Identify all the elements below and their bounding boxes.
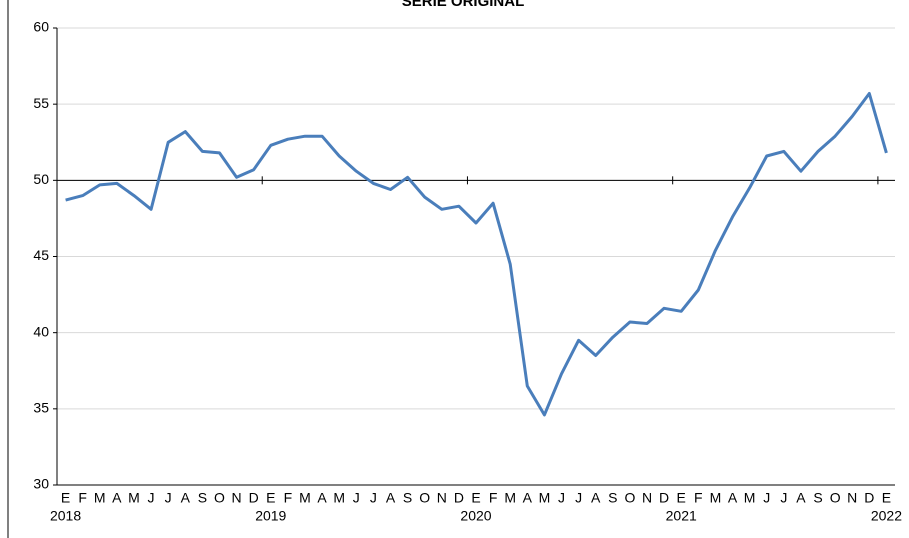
x-tick-label: O <box>214 490 225 506</box>
year-label: 2019 <box>255 508 286 524</box>
year-label: 2022 <box>871 508 902 524</box>
x-tick-label: A <box>523 490 533 506</box>
y-tick-label: 55 <box>33 95 49 111</box>
x-tick-label: F <box>694 490 703 506</box>
x-tick-label: A <box>591 490 601 506</box>
x-tick-label: A <box>386 490 396 506</box>
x-tick-label: S <box>813 490 822 506</box>
x-tick-label: J <box>370 490 377 506</box>
x-tick-label: M <box>744 490 756 506</box>
y-tick-label: 60 <box>33 19 49 35</box>
y-tick-label: 50 <box>33 171 49 187</box>
x-tick-label: S <box>608 490 617 506</box>
x-tick-label: D <box>659 490 669 506</box>
x-tick-label: F <box>489 490 498 506</box>
x-tick-label: N <box>232 490 242 506</box>
y-tick-label: 30 <box>33 476 49 492</box>
x-tick-label: O <box>830 490 841 506</box>
data-line <box>65 92 888 417</box>
x-tick-label: J <box>165 490 172 506</box>
x-tick-label: M <box>94 490 106 506</box>
x-tick-label: A <box>112 490 122 506</box>
x-tick-label: M <box>539 490 551 506</box>
x-tick-label: M <box>128 490 140 506</box>
x-tick-label: J <box>558 490 565 506</box>
x-tick-label: S <box>403 490 412 506</box>
x-tick-label: J <box>763 490 770 506</box>
x-tick-label: A <box>728 490 738 506</box>
y-tick-label: 35 <box>33 400 49 416</box>
x-tick-label: S <box>198 490 207 506</box>
x-tick-label: E <box>266 490 275 506</box>
x-tick-label: M <box>299 490 311 506</box>
x-tick-label: E <box>61 490 70 506</box>
x-tick-label: N <box>847 490 857 506</box>
x-tick-label: M <box>333 490 345 506</box>
x-tick-label: D <box>864 490 874 506</box>
x-tick-label: D <box>454 490 464 506</box>
x-tick-label: M <box>504 490 516 506</box>
x-tick-label: O <box>624 490 635 506</box>
x-tick-label: J <box>780 490 787 506</box>
x-tick-label: J <box>353 490 360 506</box>
x-tick-label: M <box>710 490 722 506</box>
x-tick-label: E <box>677 490 686 506</box>
chart-title: SERIE ORIGINAL <box>402 0 525 10</box>
x-tick-label: E <box>471 490 480 506</box>
x-tick-label: D <box>249 490 259 506</box>
year-label: 2021 <box>666 508 697 524</box>
x-tick-label: F <box>284 490 293 506</box>
x-tick-label: E <box>882 490 891 506</box>
x-tick-label: J <box>575 490 582 506</box>
x-tick-label: J <box>148 490 155 506</box>
y-tick-label: 40 <box>33 323 49 339</box>
y-tick-label: 45 <box>33 247 49 263</box>
x-tick-label: A <box>181 490 191 506</box>
year-label: 2018 <box>50 508 81 524</box>
x-tick-label: A <box>317 490 327 506</box>
x-tick-label: N <box>642 490 652 506</box>
x-tick-label: A <box>796 490 806 506</box>
year-label: 2020 <box>460 508 491 524</box>
x-tick-label: N <box>437 490 447 506</box>
x-tick-label: F <box>78 490 87 506</box>
x-tick-label: O <box>419 490 430 506</box>
